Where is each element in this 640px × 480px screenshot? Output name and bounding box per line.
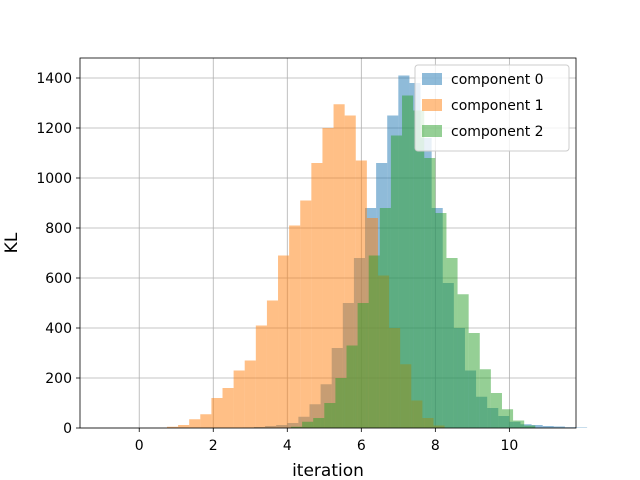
histogram-bar (313, 418, 325, 428)
y-tick-label: 800 (45, 221, 72, 237)
histogram-bar (553, 426, 565, 428)
histogram-bar (333, 104, 345, 428)
x-tick-label: 4 (283, 438, 292, 454)
x-tick-label: 8 (431, 438, 440, 454)
legend-box (414, 64, 570, 152)
histogram-bar (379, 208, 391, 428)
histogram-bar (255, 325, 267, 428)
histogram-bar (542, 426, 554, 428)
legend-label: component 1 (451, 98, 544, 114)
y-tick-label: 400 (45, 321, 72, 337)
histogram-bar (368, 255, 380, 428)
histogram-bar (531, 425, 543, 428)
histogram-bar (576, 427, 588, 428)
y-tick-label: 1200 (36, 121, 72, 137)
histogram-bar (233, 370, 245, 428)
plot-frame (79, 57, 577, 429)
histogram-bar (289, 225, 301, 428)
histogram-bar (490, 393, 502, 428)
histogram-bar (355, 160, 367, 428)
x-tick-label: 6 (357, 438, 366, 454)
histogram-bar (324, 403, 336, 428)
y-tick-label: 1000 (36, 171, 72, 187)
histogram-bar (357, 303, 369, 428)
legend-label: component 0 (451, 72, 544, 88)
histogram-bar (457, 294, 469, 428)
y-tick-label: 200 (45, 371, 72, 387)
x-axis-ticks: 0 2 4 6 8 10 (135, 428, 518, 454)
histogram-bar (178, 425, 190, 428)
histogram-bar (278, 255, 290, 428)
histogram-bars (166, 75, 588, 428)
x-tick-label: 0 (135, 438, 144, 454)
x-tick-label: 2 (209, 438, 218, 454)
histogram-bar (244, 360, 256, 428)
y-tick-label: 0 (63, 421, 72, 437)
histogram-bar (468, 333, 480, 428)
histogram-bar (211, 398, 223, 428)
histogram-bar (335, 378, 347, 428)
y-tick-label: 600 (45, 271, 72, 287)
y-axis-ticks: 0 200 400 600 800 1000 1200 1400 (36, 71, 80, 437)
histogram-bar (513, 420, 525, 428)
histogram-bar (402, 95, 414, 428)
legend-swatch (422, 99, 442, 111)
histogram-bar (300, 200, 312, 428)
legend-swatch (422, 125, 442, 137)
legend: component 0 component 1 component 2 (414, 64, 570, 152)
histogram-bar (322, 128, 334, 428)
histogram-bar (424, 158, 436, 428)
histogram-bar (166, 426, 179, 428)
legend-label: component 2 (451, 124, 544, 140)
histogram-bar (501, 409, 514, 428)
y-axis-label: KL (2, 232, 22, 253)
histogram-bar (435, 213, 447, 428)
histogram-bar (344, 115, 356, 428)
series-2-bars (290, 95, 536, 428)
histogram-bar (266, 300, 279, 428)
histogram-bar (189, 419, 201, 428)
histogram-bar (446, 258, 458, 428)
histogram-bar (346, 345, 358, 428)
histogram-bar (290, 426, 303, 428)
histogram-bar (390, 135, 403, 428)
x-axis-label: iteration (292, 461, 364, 480)
histogram-bar (479, 369, 491, 428)
y-tick-label: 1400 (36, 71, 72, 87)
histogram-bar (200, 414, 212, 428)
histogram-bar (413, 110, 425, 428)
histogram-bar (311, 163, 323, 428)
x-tick-label: 10 (500, 438, 518, 454)
histogram-bar (222, 388, 234, 428)
histogram-bar (302, 421, 314, 428)
legend-swatch (422, 73, 442, 85)
histogram-bar (524, 425, 536, 428)
